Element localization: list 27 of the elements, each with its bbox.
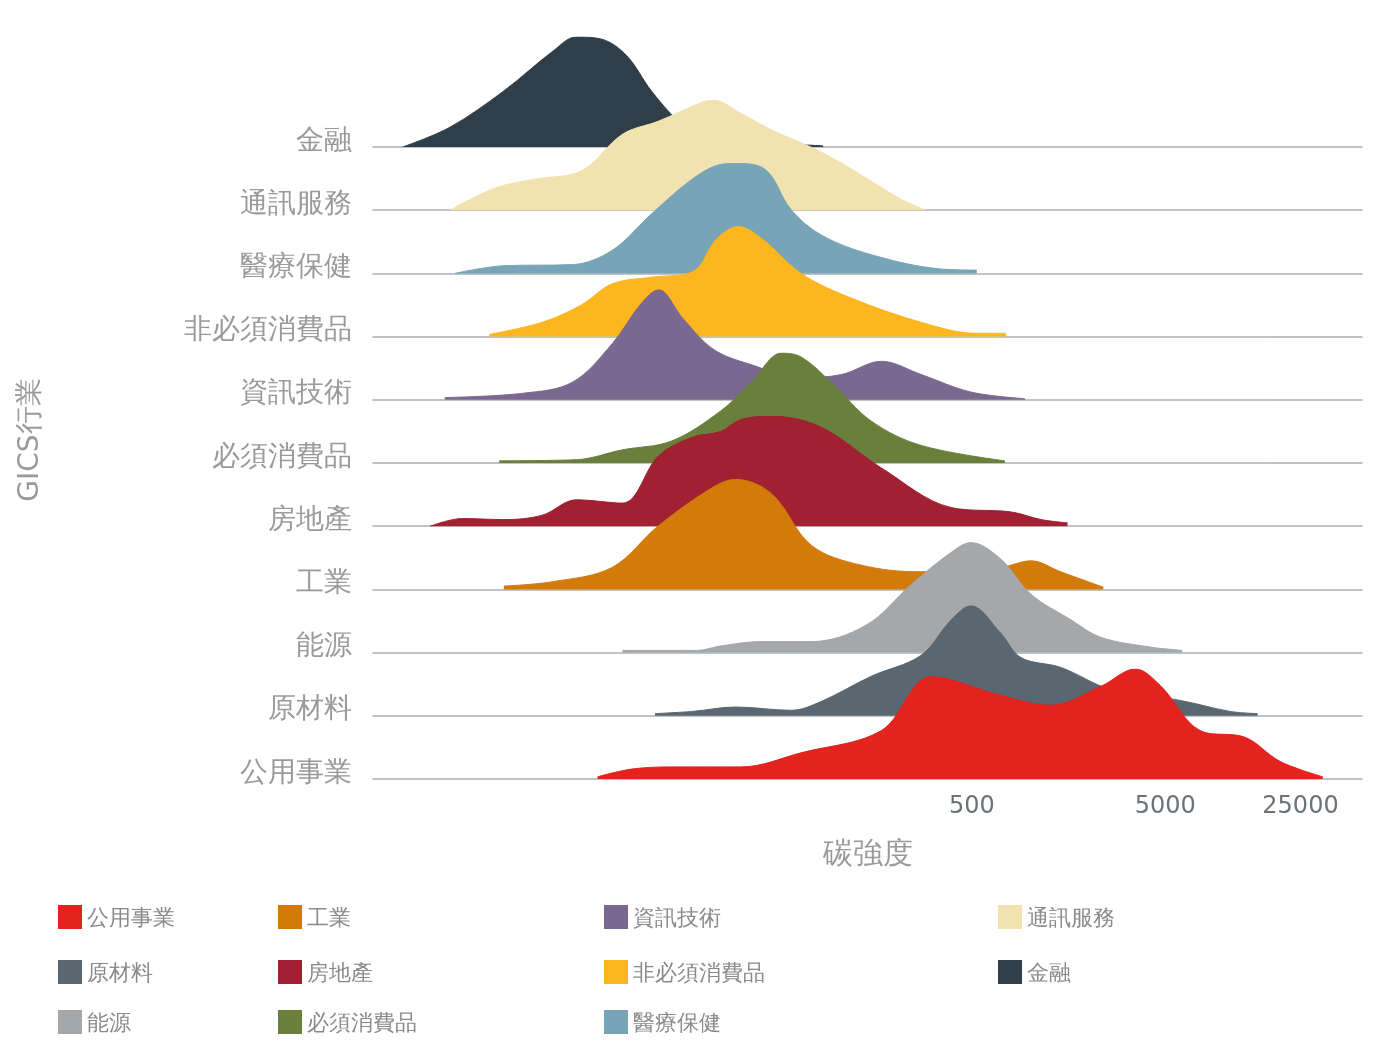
legend-label: 通訊服務 — [1027, 904, 1115, 930]
y-axis-title: 公用事業 — [240, 754, 352, 788]
y-axis-title: 必須消費品 — [212, 438, 352, 472]
legend-label: 必須消費品 — [307, 1009, 417, 1035]
legend-label: 公用事業 — [87, 904, 175, 930]
y-axis-title: 醫療保健 — [240, 248, 352, 282]
legend-label: 金融 — [1027, 959, 1071, 985]
x-axis-title: 碳強度 — [821, 834, 913, 870]
y-axis-title: 工業 — [296, 564, 352, 598]
y-axis-title: 能源 — [296, 628, 352, 662]
text: GICS行業 — [11, 378, 45, 502]
y-axis-title: 非必須消費品 — [184, 312, 352, 346]
y-axis-title: 金融 — [296, 122, 352, 156]
x-tick-label: 500 — [949, 791, 995, 819]
legend-label: 工業 — [307, 904, 351, 930]
legend-label: 能源 — [87, 1009, 131, 1035]
legend-label: 原材料 — [87, 959, 153, 985]
legend-label: 資訊技術 — [633, 904, 721, 930]
legend-label: 房地產 — [307, 959, 373, 985]
y-axis-title: 資訊技術 — [240, 375, 352, 409]
x-tick-label: 25000 — [1262, 791, 1339, 819]
legend-label: 醫療保健 — [633, 1009, 721, 1035]
y-axis-title: 原材料 — [268, 691, 352, 725]
x-tick-label: 5000 — [1134, 791, 1196, 819]
y-axis-title: 房地產 — [268, 501, 352, 535]
y-axis-title: 通訊服務 — [240, 185, 352, 219]
legend-label: 非必須消費品 — [633, 959, 765, 985]
